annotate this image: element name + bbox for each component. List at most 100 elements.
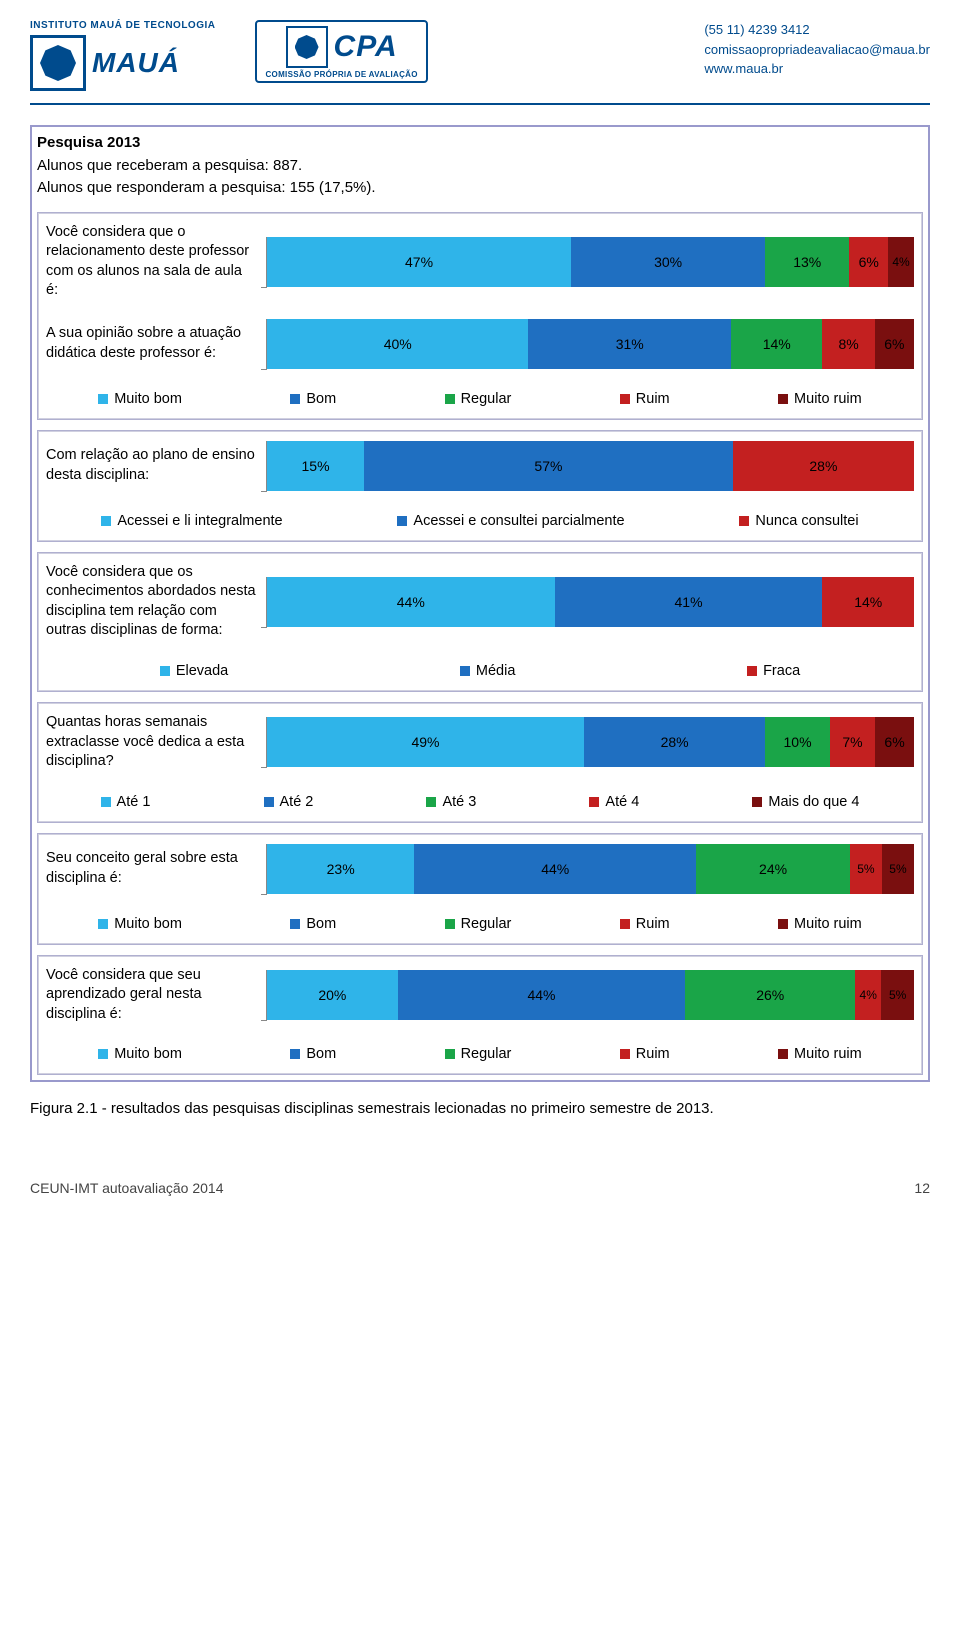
legend-label: Até 1 <box>117 794 151 810</box>
legend-label: Bom <box>306 1046 336 1062</box>
legend-label: Muito bom <box>114 391 182 407</box>
bar-segment: 44% <box>414 844 696 894</box>
legend-swatch <box>426 797 436 807</box>
stacked-bar: 23%44%24%5%5% <box>267 844 914 894</box>
bar-segment: 5% <box>882 844 914 894</box>
legend-item: Até 1 <box>101 794 151 810</box>
chart-block: Você considera que seu aprendizado geral… <box>37 955 923 1076</box>
legend-label: Bom <box>306 391 336 407</box>
legend-label: Ruim <box>636 1046 670 1062</box>
legend-label: Bom <box>306 916 336 932</box>
legend-swatch <box>778 394 788 404</box>
legend-swatch <box>101 516 111 526</box>
legend-item: Muito ruim <box>778 916 862 932</box>
legend-item: Ruim <box>620 1046 670 1062</box>
bar-wrap: 23%44%24%5%5% <box>266 844 914 894</box>
legend-label: Acessei e li integralmente <box>117 513 282 529</box>
legend-item: Bom <box>290 1046 336 1062</box>
legend-label: Mais do que 4 <box>768 794 859 810</box>
chart-row: Você considera que seu aprendizado geral… <box>46 966 914 1025</box>
legend-item: Regular <box>445 1046 512 1062</box>
bar-segment: 30% <box>571 237 765 287</box>
bar-segment: 23% <box>267 844 414 894</box>
cpa-logo: CPA COMISSÃO PRÓPRIA DE AVALIAÇÃO <box>255 20 427 83</box>
bar-segment: 5% <box>850 844 882 894</box>
page-footer: CEUN-IMT autoavaliação 2014 12 <box>30 1180 930 1196</box>
chart-row: Seu conceito geral sobre esta disciplina… <box>46 844 914 894</box>
bar-segment: 5% <box>881 970 914 1020</box>
chart-block: Você considera que o relacionamento dest… <box>37 212 923 420</box>
chart-block: Com relação ao plano de ensino desta dis… <box>37 430 923 542</box>
legend-swatch <box>290 1049 300 1059</box>
bar-segment: 28% <box>584 717 765 767</box>
legend-swatch <box>445 1049 455 1059</box>
survey-intro-line2: Alunos que responderam a pesquisa: 155 (… <box>37 177 923 200</box>
legend-label: Muito ruim <box>794 1046 862 1062</box>
chart-legend: Muito bomBomRegularRuimMuito ruim <box>46 912 914 936</box>
legend-swatch <box>778 919 788 929</box>
bar-segment: 41% <box>555 577 823 627</box>
bar-segment: 14% <box>822 577 913 627</box>
legend-item: Nunca consultei <box>739 513 858 529</box>
legend-item: Bom <box>290 916 336 932</box>
legend-item: Bom <box>290 391 336 407</box>
legend-label: Nunca consultei <box>755 513 858 529</box>
survey-title: Pesquisa 2013 <box>37 132 923 155</box>
legend-label: Regular <box>461 391 512 407</box>
chart-legend: Acessei e li integralmenteAcessei e cons… <box>46 509 914 533</box>
bar-segment: 8% <box>822 319 874 369</box>
bar-segment: 6% <box>875 319 914 369</box>
bar-segment: 20% <box>267 970 398 1020</box>
question-label: Você considera que o relacionamento dest… <box>46 223 266 301</box>
cpa-icon <box>286 26 328 68</box>
legend-label: Regular <box>461 1046 512 1062</box>
page-header: INSTITUTO MAUÁ DE TECNOLOGIA MAUÁ CPA CO… <box>30 20 930 105</box>
legend-swatch <box>160 666 170 676</box>
bar-segment: 28% <box>733 441 914 491</box>
legend-swatch <box>739 516 749 526</box>
legend-item: Acessei e li integralmente <box>101 513 282 529</box>
contact-email: comissaopropriadeavaliacao@maua.br <box>704 40 930 60</box>
chart-row: Quantas horas semanais extraclasse você … <box>46 713 914 772</box>
bar-segment: 6% <box>849 237 888 287</box>
legend-label: Elevada <box>176 663 228 679</box>
legend-label: Muito bom <box>114 1046 182 1062</box>
legend-item: Fraca <box>747 663 800 679</box>
bar-segment: 13% <box>765 237 849 287</box>
stacked-bar: 15%57%28% <box>267 441 914 491</box>
bar-segment: 24% <box>696 844 850 894</box>
question-label: Você considera que seu aprendizado geral… <box>46 966 266 1025</box>
legend-label: Regular <box>461 916 512 932</box>
stacked-bar: 44%41%14% <box>267 577 914 627</box>
bar-wrap: 49%28%10%7%6% <box>266 717 914 767</box>
legend-label: Média <box>476 663 516 679</box>
question-label: Seu conceito geral sobre esta disciplina… <box>46 849 266 888</box>
bar-segment: 6% <box>875 717 914 767</box>
legend-swatch <box>589 797 599 807</box>
legend-label: Até 2 <box>280 794 314 810</box>
legend-item: Muito ruim <box>778 391 862 407</box>
legend-swatch <box>445 394 455 404</box>
maua-institute-text: INSTITUTO MAUÁ DE TECNOLOGIA <box>30 20 215 31</box>
legend-item: Muito bom <box>98 1046 182 1062</box>
legend-swatch <box>620 1049 630 1059</box>
bar-wrap: 44%41%14% <box>266 577 914 627</box>
legend-swatch <box>98 919 108 929</box>
question-label: Você considera que os conhecimentos abor… <box>46 563 266 641</box>
legend-item: Muito bom <box>98 916 182 932</box>
legend-item: Ruim <box>620 391 670 407</box>
chart-legend: Muito bom Bom Regular Ruim Muito ruim <box>46 387 914 411</box>
legend-label: Muito bom <box>114 916 182 932</box>
chart-row: A sua opinião sobre a atuação didática d… <box>46 319 914 369</box>
chart-row: Com relação ao plano de ensino desta dis… <box>46 441 914 491</box>
stacked-bar: 49%28%10%7%6% <box>267 717 914 767</box>
legend-label: Fraca <box>763 663 800 679</box>
legend-swatch <box>290 394 300 404</box>
bar-segment: 31% <box>528 319 731 369</box>
legend-item: Regular <box>445 391 512 407</box>
legend-item: Mais do que 4 <box>752 794 859 810</box>
bar-segment: 10% <box>765 717 830 767</box>
legend-item: Muito bom <box>98 391 182 407</box>
bar-segment: 4% <box>855 970 881 1020</box>
legend-swatch <box>778 1049 788 1059</box>
